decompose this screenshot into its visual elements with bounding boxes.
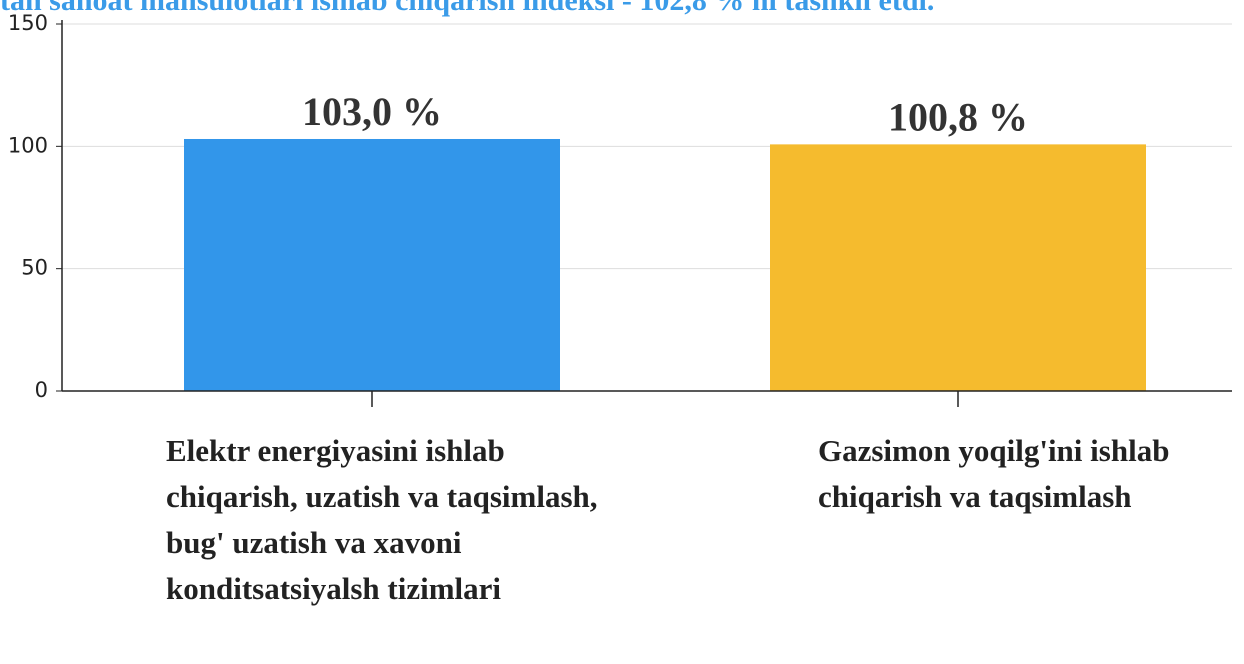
y-tick-label: 50 <box>21 256 48 280</box>
bar <box>184 138 560 391</box>
y-tick-label: 150 <box>8 11 48 35</box>
value-label: 103,0 % <box>302 89 442 134</box>
x-tick-label: Elektr energiyasini ishlab chiqarish, uz… <box>166 433 598 606</box>
x-tick-label: Gazsimon yoqilg'ini ishlab chiqarish va … <box>818 433 1170 514</box>
value-label: 100,8 % <box>888 94 1028 139</box>
chart-title: tan sanoat mahsulotlari ishlab chiqarish… <box>0 0 934 17</box>
y-tick-label: 100 <box>8 133 48 157</box>
y-tick-label: 0 <box>35 378 48 402</box>
bar <box>770 144 1146 391</box>
